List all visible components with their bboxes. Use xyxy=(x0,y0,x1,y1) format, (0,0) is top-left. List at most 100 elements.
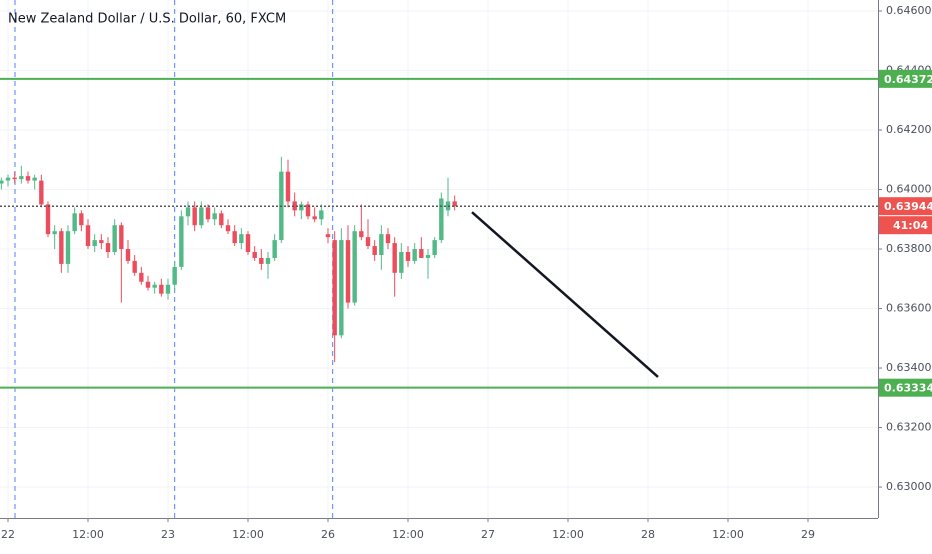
candle-body xyxy=(452,201,457,207)
candle-body xyxy=(85,225,91,247)
candle-body xyxy=(439,198,444,241)
candle-body xyxy=(5,177,11,181)
candle-body xyxy=(159,284,164,294)
candle-body xyxy=(265,257,271,264)
candle-body xyxy=(179,216,184,267)
candle-body xyxy=(399,252,404,273)
x-tick-label: 12:00 xyxy=(392,528,424,541)
candle-body xyxy=(59,231,64,264)
y-tick-label: 0.64200 xyxy=(886,123,932,136)
candle-body xyxy=(72,213,77,232)
candle-body xyxy=(405,252,411,261)
x-tick-label: 22 xyxy=(1,528,15,541)
candle-body xyxy=(272,240,277,258)
candle-body xyxy=(339,240,344,336)
level-label-box xyxy=(879,69,932,88)
countdown-box xyxy=(879,216,932,235)
candle-body xyxy=(0,180,4,184)
candle-body xyxy=(32,177,37,181)
level-label: 0.64372 xyxy=(884,73,932,86)
candle-body xyxy=(385,234,391,244)
x-tick-label: 12:00 xyxy=(552,528,584,541)
level-label-box xyxy=(879,378,932,397)
candle-body xyxy=(52,231,57,235)
candle-body xyxy=(319,210,324,220)
plot xyxy=(0,156,457,363)
candle-body xyxy=(19,176,24,180)
candle-body xyxy=(45,204,51,235)
candle-body xyxy=(392,243,397,273)
candle-body xyxy=(99,240,104,244)
candle-body xyxy=(92,240,97,247)
candle-body xyxy=(192,207,197,226)
candle-body xyxy=(212,213,217,220)
candle-body xyxy=(365,237,371,247)
y-tick-label: 0.64600 xyxy=(886,4,932,17)
candle-body xyxy=(125,249,131,261)
candle-body xyxy=(105,243,111,253)
candle-body xyxy=(119,225,124,250)
candle-body xyxy=(152,284,157,288)
candle-body xyxy=(352,231,357,303)
candle-body xyxy=(325,234,331,238)
x-tick-label: 27 xyxy=(481,528,495,541)
candle-body xyxy=(419,249,424,258)
candle-body xyxy=(345,240,351,303)
level-label: 0.63334 xyxy=(884,382,932,395)
candle-body xyxy=(305,204,311,217)
y-tick-label: 0.64000 xyxy=(886,183,932,196)
candle-body xyxy=(245,234,251,253)
x-tick-label: 26 xyxy=(321,528,335,541)
candle-body xyxy=(165,284,171,294)
x-tick-label: 12:00 xyxy=(72,528,104,541)
candle-body xyxy=(39,180,44,205)
candle-body xyxy=(232,231,237,244)
candle-body xyxy=(425,254,431,258)
candle-body xyxy=(132,260,137,273)
candle-body xyxy=(379,234,384,255)
y-tick-label: 0.63000 xyxy=(886,480,932,493)
candle-body xyxy=(12,177,17,180)
trend-line xyxy=(471,211,659,378)
candle-body xyxy=(219,213,224,226)
candle-body xyxy=(205,207,211,220)
x-tick-label: 12:00 xyxy=(712,528,744,541)
candle-body xyxy=(372,246,377,255)
candle-body xyxy=(185,207,191,217)
candle-body xyxy=(285,171,291,202)
candle-body xyxy=(292,201,297,211)
y-tick-label: 0.63800 xyxy=(886,242,932,255)
chart-title: New Zealand Dollar / U.S. Dollar, 60, FX… xyxy=(8,12,286,27)
x-tick-label: 12:00 xyxy=(232,528,264,541)
x-tick-label: 28 xyxy=(641,528,655,541)
candle-body xyxy=(432,240,437,255)
candle-body xyxy=(299,204,304,211)
y-tick-label: 0.63400 xyxy=(886,361,932,374)
candle-body xyxy=(412,249,417,261)
countdown-label: 41:04 xyxy=(893,219,928,232)
last-price-label: 0.63944 xyxy=(884,200,932,213)
x-tick-label: 23 xyxy=(161,528,175,541)
candle-body xyxy=(112,225,117,253)
candle-body xyxy=(332,240,337,336)
candle-body xyxy=(145,281,151,288)
y-tick-label: 0.63600 xyxy=(886,302,932,315)
candle-body xyxy=(259,257,264,264)
candle-body xyxy=(225,225,231,232)
candle-body xyxy=(359,231,364,238)
candle-body xyxy=(199,207,204,226)
candle-body xyxy=(79,213,84,226)
candle-body xyxy=(252,252,257,258)
candle-body xyxy=(139,272,144,282)
x-tick-label: 29 xyxy=(801,528,815,541)
candle-body xyxy=(239,234,244,244)
candle-body xyxy=(25,176,31,181)
y-tick-label: 0.63200 xyxy=(886,421,932,434)
overlay: 0.64372 0.63334 0.63944 41:04 xyxy=(0,69,932,397)
last-price-box xyxy=(879,197,932,216)
candle-body xyxy=(172,266,177,285)
candle-body xyxy=(312,216,317,220)
